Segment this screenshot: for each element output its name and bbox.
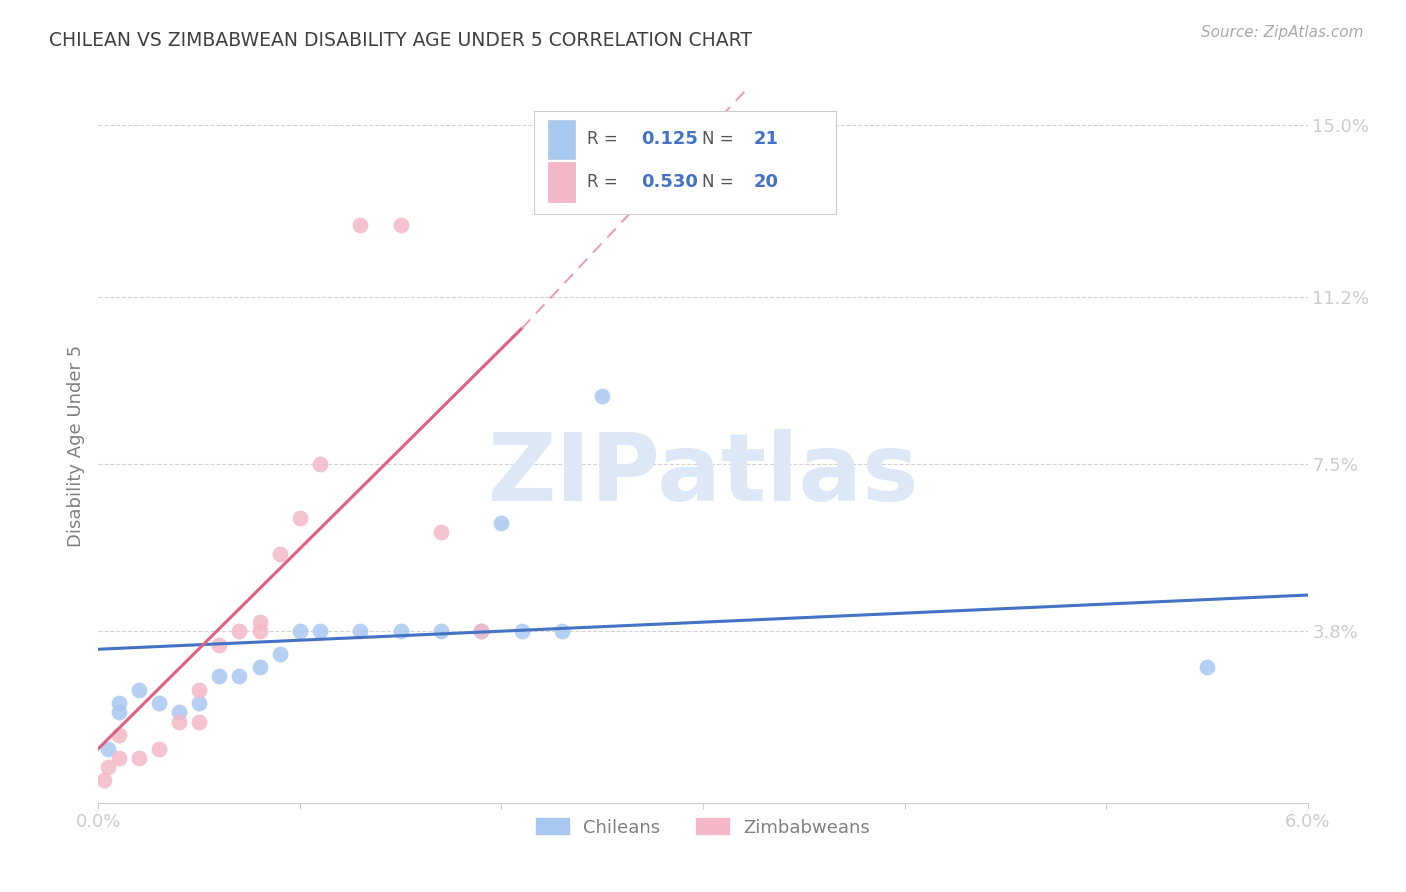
Point (309, 624, 332, 639)
FancyBboxPatch shape (548, 162, 575, 202)
Point (470, 624, 492, 639)
Text: 0.530: 0.530 (641, 173, 699, 191)
Point (97, 759, 120, 773)
Text: N =: N = (702, 130, 738, 148)
Point (288, 511, 311, 525)
Point (1195, 660, 1218, 674)
Text: Source: ZipAtlas.com: Source: ZipAtlas.com (1201, 25, 1364, 40)
Point (167, 714, 190, 729)
Point (107, 697, 129, 711)
Point (188, 697, 211, 711)
Point (188, 714, 211, 729)
Point (107, 728, 129, 742)
Point (288, 624, 311, 639)
Point (208, 669, 231, 683)
Point (188, 682, 211, 697)
Point (107, 706, 129, 720)
Point (269, 548, 291, 562)
Y-axis label: Disability Age Under 5: Disability Age Under 5 (66, 345, 84, 547)
Point (228, 669, 250, 683)
Point (148, 697, 170, 711)
Point (249, 615, 271, 629)
Point (269, 647, 291, 661)
Point (470, 624, 492, 639)
Point (97, 741, 120, 756)
Point (148, 741, 170, 756)
Point (249, 624, 271, 639)
Text: 20: 20 (754, 173, 779, 191)
Point (349, 218, 371, 232)
Point (249, 660, 271, 674)
Point (430, 524, 453, 539)
Text: CHILEAN VS ZIMBABWEAN DISABILITY AGE UNDER 5 CORRELATION CHART: CHILEAN VS ZIMBABWEAN DISABILITY AGE UND… (49, 31, 752, 50)
Text: 21: 21 (754, 130, 779, 148)
Point (491, 516, 513, 530)
Text: N =: N = (702, 173, 738, 191)
FancyBboxPatch shape (534, 111, 837, 214)
Point (389, 218, 412, 232)
Text: R =: R = (586, 173, 623, 191)
Point (510, 624, 533, 639)
Point (128, 682, 150, 697)
Point (208, 638, 231, 652)
Point (551, 624, 574, 639)
Point (349, 624, 371, 639)
Point (591, 389, 613, 403)
Point (430, 624, 453, 639)
Point (93, 773, 115, 788)
Point (389, 624, 412, 639)
Point (309, 457, 332, 471)
FancyBboxPatch shape (548, 120, 575, 159)
Point (167, 706, 190, 720)
Point (228, 624, 250, 639)
Point (128, 750, 150, 764)
Text: R =: R = (586, 130, 623, 148)
Legend: Chileans, Zimbabweans: Chileans, Zimbabweans (529, 811, 877, 844)
Point (107, 750, 129, 764)
Text: ZIPatlas: ZIPatlas (488, 428, 918, 521)
Text: 0.125: 0.125 (641, 130, 699, 148)
